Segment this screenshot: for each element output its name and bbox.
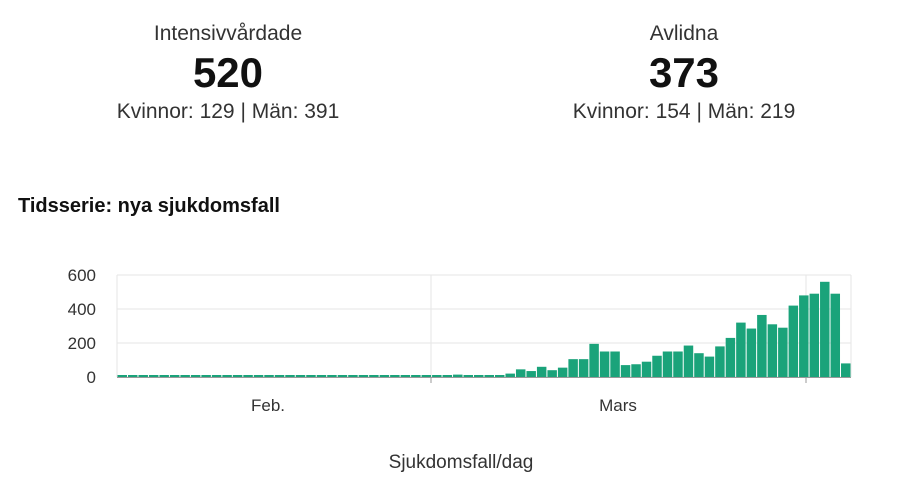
bar [515, 369, 526, 377]
bar [757, 314, 767, 377]
bar [505, 373, 515, 377]
bar [694, 353, 704, 377]
bar [400, 375, 411, 377]
bar [683, 345, 694, 377]
bar [589, 343, 599, 377]
bar [463, 375, 474, 377]
bar [841, 363, 851, 377]
bar [746, 328, 757, 377]
bar [180, 375, 190, 377]
bar [662, 351, 673, 377]
bar [337, 375, 348, 377]
bar [557, 367, 568, 377]
x-tick-label: Feb. [251, 396, 285, 415]
bar [421, 375, 432, 377]
bar [474, 375, 484, 377]
bar [169, 375, 180, 377]
x-tick-label: Mars [599, 396, 637, 415]
deaths-gender-split: Kvinnor: 154 | Män: 219 [572, 100, 796, 123]
bar [673, 351, 683, 377]
bar [704, 356, 715, 377]
bar [348, 375, 358, 377]
bar [631, 364, 641, 377]
bar [453, 374, 463, 377]
bar [159, 375, 169, 377]
x-axis-title: Sjukdomsfall/dag [389, 452, 534, 473]
bar [484, 375, 494, 377]
axis-layer: 0 200 400 600 Feb. Mars [68, 266, 851, 415]
bar [274, 375, 285, 377]
bar [610, 351, 620, 377]
bar [379, 375, 390, 377]
bar [138, 375, 148, 377]
deaths-value: 373 [648, 49, 720, 96]
bar [390, 375, 400, 377]
bar [820, 281, 830, 377]
bar [442, 375, 453, 377]
bar [536, 366, 547, 377]
bar [830, 293, 841, 377]
bar [547, 370, 557, 377]
bar [799, 295, 809, 377]
icu-stat: Intensivvårdade 520 Kvinnor: 129 | Män: … [58, 20, 398, 126]
bar [358, 375, 369, 377]
deaths-stat: Avlidna 373 Kvinnor: 154 | Män: 219 [514, 20, 854, 126]
bar [494, 375, 505, 377]
bar [778, 327, 788, 377]
bar [432, 375, 442, 377]
cases-bar-chart: 0 200 400 600 Feb. Mars Sjukdomsfall/dag [68, 266, 852, 473]
bar [285, 375, 295, 377]
bar [201, 375, 211, 377]
bar [641, 361, 652, 377]
bar [117, 375, 127, 377]
bar [232, 375, 243, 377]
bar [809, 293, 820, 377]
bar [264, 375, 274, 377]
bar [316, 375, 327, 377]
y-tick-label: 0 [87, 368, 96, 387]
bar [736, 322, 746, 377]
bar [369, 375, 379, 377]
bar [411, 375, 421, 377]
bar [127, 375, 138, 377]
bar [788, 305, 799, 377]
y-tick-label: 600 [68, 266, 96, 285]
y-tick-label: 200 [68, 334, 96, 353]
section-title: Tidsserie: nya sjukdomsfall [18, 195, 280, 217]
bar [295, 375, 306, 377]
bar [568, 359, 578, 377]
bar [725, 337, 736, 377]
icu-value: 520 [192, 49, 264, 96]
bar [327, 375, 337, 377]
y-tick-label: 400 [68, 300, 96, 319]
deaths-label: Avlidna [649, 22, 719, 45]
icu-gender-split: Kvinnor: 129 | Män: 391 [116, 100, 340, 123]
bar [306, 375, 316, 377]
bar [211, 375, 222, 377]
bar [190, 375, 201, 377]
bar [222, 375, 232, 377]
bar [599, 351, 610, 377]
bar [243, 375, 253, 377]
bar [148, 375, 159, 377]
bar [715, 346, 725, 377]
bar [620, 365, 631, 377]
bar [767, 324, 778, 377]
icu-label: Intensivvårdade [153, 22, 303, 45]
bar [526, 371, 536, 377]
bar [253, 375, 264, 377]
bar [652, 355, 662, 377]
bars-layer [117, 281, 851, 377]
bar [578, 359, 589, 377]
